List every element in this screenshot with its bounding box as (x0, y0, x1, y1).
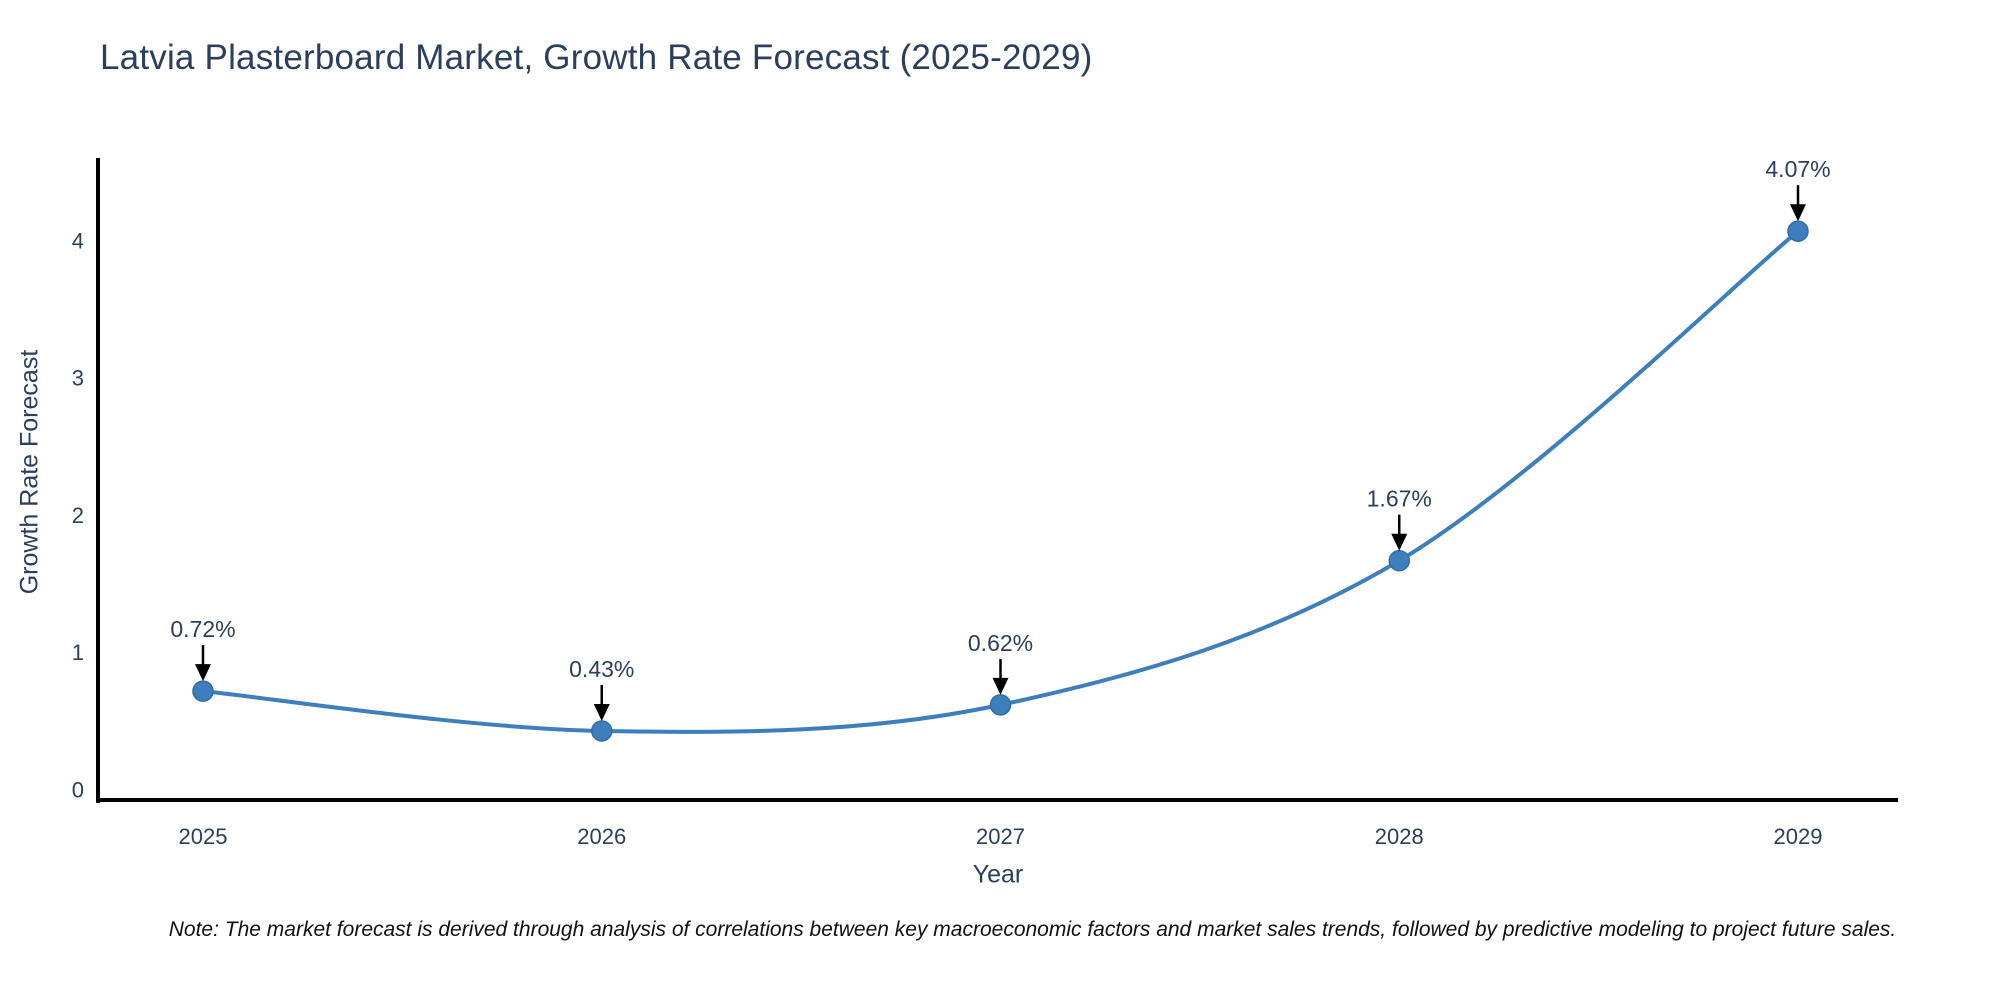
annotation-arrowhead-icon (195, 664, 211, 682)
point-annotation-label: 0.62% (968, 630, 1033, 656)
x-tick-label: 2027 (976, 824, 1025, 849)
chart-title: Latvia Plasterboard Market, Growth Rate … (100, 38, 1093, 77)
y-tick-label: 2 (72, 503, 84, 528)
annotation-arrowhead-icon (593, 703, 610, 721)
data-point-marker (192, 680, 214, 702)
x-tick-label: 2028 (1375, 824, 1424, 849)
x-tick-label: 2025 (179, 824, 228, 849)
x-tick-label: 2026 (577, 824, 626, 849)
y-tick-label: 0 (72, 778, 84, 803)
annotation-arrowhead-icon (992, 677, 1009, 695)
footnote: Note: The market forecast is derived thr… (168, 918, 1897, 941)
x-tick-label: 2029 (1774, 824, 1823, 849)
x-axis-title: Year (972, 860, 1024, 889)
annotation-arrowhead-icon (1391, 533, 1408, 551)
point-annotation-label: 1.67% (1367, 486, 1432, 512)
y-tick-label: 1 (72, 640, 84, 665)
point-annotation-label: 0.72% (170, 616, 235, 642)
data-point-marker (1388, 549, 1410, 572)
y-tick-label: 4 (72, 228, 84, 253)
y-axis-title: Growth Rate Forecast (15, 349, 44, 595)
point-annotation-label: 0.43% (569, 656, 634, 682)
point-annotation-label: 4.07% (1765, 156, 1830, 182)
data-point-marker (591, 720, 613, 742)
data-point-marker (1787, 220, 1809, 242)
data-point-marker (989, 694, 1012, 716)
trend-line (201, 229, 1800, 734)
annotation-arrowhead-icon (1790, 204, 1806, 222)
y-tick-label: 3 (72, 366, 84, 391)
